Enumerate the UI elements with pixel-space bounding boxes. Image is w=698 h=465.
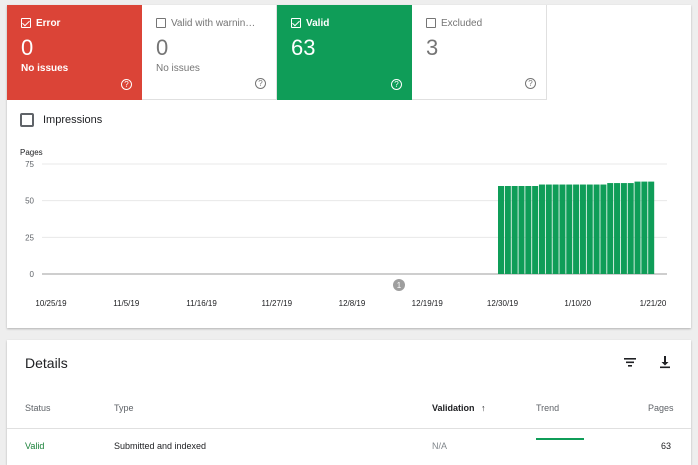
col-trend[interactable]: Trend	[536, 403, 560, 413]
row-validation: N/A	[432, 441, 448, 451]
x-tick-label: 11/5/19	[113, 299, 140, 308]
annotation-marker[interactable]: 1	[393, 279, 405, 291]
valid-tile[interactable]: Valid 63 ?	[277, 5, 412, 100]
status-tiles: Error 0 No issues ? Valid with warnin… 0…	[7, 5, 547, 100]
chart-bar[interactable]	[586, 184, 593, 274]
impressions-toggle[interactable]: Impressions	[20, 113, 102, 127]
warning-count: 0	[156, 35, 169, 60]
chart-bar[interactable]	[641, 181, 648, 274]
excluded-label: Excluded	[441, 17, 483, 29]
x-tick-label: 12/8/19	[339, 299, 366, 308]
chart-bar[interactable]	[566, 184, 573, 274]
row-pages: 63	[661, 441, 672, 451]
details-title: Details	[25, 355, 68, 371]
excluded-count: 3	[426, 35, 439, 60]
y-tick-label: 75	[25, 160, 34, 169]
row-type: Submitted and indexed	[114, 441, 207, 451]
error-subtext: No issues	[21, 63, 69, 74]
chart-bar[interactable]	[538, 184, 545, 274]
help-icon[interactable]: ?	[391, 79, 402, 90]
x-tick-label: 12/30/19	[487, 299, 519, 308]
col-pages[interactable]: Pages	[648, 403, 674, 413]
coverage-card: Error 0 No issues ? Valid with warnin… 0…	[7, 5, 691, 328]
col-status[interactable]: Status	[25, 403, 51, 413]
error-count: 0	[21, 35, 34, 60]
trend-sparkline	[536, 438, 584, 440]
col-type[interactable]: Type	[114, 403, 134, 413]
chart-bar[interactable]	[504, 186, 511, 274]
excluded-tile[interactable]: Excluded 3 ?	[412, 5, 547, 100]
sort-arrow-icon: ↑	[481, 403, 486, 413]
error-tile[interactable]: Error 0 No issues ?	[7, 5, 142, 100]
chart-bar[interactable]	[620, 183, 627, 274]
chart-bar[interactable]	[525, 186, 532, 274]
valid-label: Valid	[306, 17, 330, 29]
x-tick-label: 10/25/19	[35, 299, 67, 308]
warning-checkbox[interactable]	[156, 18, 166, 28]
annotation-label: 1	[397, 281, 402, 290]
error-checkbox[interactable]	[21, 18, 31, 28]
x-tick-label: 11/16/19	[186, 299, 217, 308]
chart-bar[interactable]	[559, 184, 566, 274]
error-label: Error	[36, 17, 61, 29]
valid-checkbox[interactable]	[291, 18, 301, 28]
impressions-label: Impressions	[43, 114, 103, 126]
valid-count: 63	[291, 35, 316, 60]
chart-bar[interactable]	[498, 186, 505, 274]
y-tick-labels: 0 25 50 75	[25, 160, 34, 279]
y-axis-label: Pages	[20, 148, 43, 157]
x-tick-labels: 10/25/19 11/5/19 11/16/19 11/27/19 12/8/19 12…	[35, 299, 666, 308]
chart-bars	[498, 181, 655, 274]
col-validation[interactable]: Validation ↑	[432, 403, 486, 413]
header-divider	[7, 428, 691, 429]
x-tick-label: 1/21/20	[640, 299, 667, 308]
warning-label: Valid with warnin…	[171, 17, 256, 29]
filter-icon[interactable]	[622, 354, 638, 370]
x-tick-label: 12/19/19	[412, 299, 444, 308]
y-tick-label: 0	[30, 270, 35, 279]
row-status: Valid	[25, 441, 45, 451]
x-tick-label: 11/27/19	[261, 299, 292, 308]
impressions-checkbox[interactable]	[20, 113, 34, 127]
download-icon[interactable]	[657, 354, 673, 370]
x-tick-label: 1/10/20	[564, 299, 591, 308]
chart-bar[interactable]	[614, 183, 621, 274]
chart-bar[interactable]	[627, 183, 634, 274]
chart-bar[interactable]	[607, 183, 614, 274]
y-tick-label: 50	[25, 197, 34, 206]
chart-bar[interactable]	[593, 184, 600, 274]
help-icon[interactable]: ?	[121, 79, 132, 90]
chart-bar[interactable]	[532, 186, 539, 274]
chart-bar[interactable]	[518, 186, 525, 274]
col-validation-label: Validation	[432, 403, 475, 413]
chart-bar[interactable]	[600, 184, 607, 274]
chart-bar[interactable]	[511, 186, 518, 274]
chart-bar[interactable]	[634, 181, 641, 274]
chart-bar[interactable]	[579, 184, 586, 274]
help-icon[interactable]: ?	[525, 78, 536, 89]
warning-subtext: No issues	[156, 63, 200, 74]
warning-tile[interactable]: Valid with warnin… 0 No issues ?	[142, 5, 277, 100]
chart-bar[interactable]	[648, 181, 655, 274]
annotation-circle[interactable]	[393, 279, 405, 291]
y-tick-label: 25	[25, 233, 34, 242]
help-icon[interactable]: ?	[255, 78, 266, 89]
chart-bar[interactable]	[573, 184, 580, 274]
chart-bar[interactable]	[545, 184, 552, 274]
details-card: Details Status Type Validation ↑ Trend P…	[7, 340, 691, 465]
excluded-checkbox[interactable]	[426, 18, 436, 28]
chart-bar[interactable]	[552, 184, 559, 274]
